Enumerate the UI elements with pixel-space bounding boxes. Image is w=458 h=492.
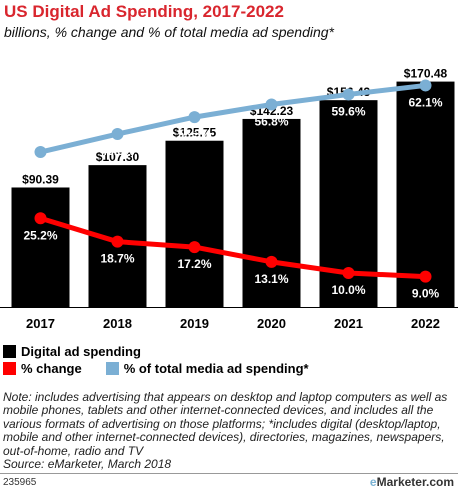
legend-row-2: % change % of total media ad spending* [3, 361, 309, 376]
legend-swatch-spending [3, 345, 16, 358]
share-label-2017: 43.6% [23, 162, 57, 176]
change-point-2019 [188, 241, 201, 254]
bar-2019 [165, 140, 224, 307]
bar-2022 [396, 81, 455, 307]
bar-2020 [242, 118, 301, 307]
chart-subtitle: billions, % change and % of total media … [4, 24, 334, 40]
share-label-2022: 62.1% [408, 95, 442, 109]
change-line [38, 215, 428, 280]
x-tick-2021: 2021 [334, 316, 363, 331]
bar-label-2022: $170.48 [404, 67, 448, 81]
change-label-2017: 25.2% [23, 228, 57, 242]
share-point-2022 [419, 79, 432, 92]
change-point-2018 [111, 235, 124, 248]
x-tick-2022: 2022 [411, 316, 440, 331]
change-point-2020 [265, 255, 278, 268]
change-point-2022 [419, 270, 432, 283]
legend-label-change: % change [21, 361, 82, 376]
brand-logo[interactable]: eMarketer.com [369, 475, 454, 489]
bar-label-2019: $125.75 [173, 126, 217, 140]
bar-2017 [11, 187, 70, 307]
share-point-2019 [188, 111, 201, 124]
share-point-2017 [34, 146, 47, 159]
x-tick-2018: 2018 [103, 316, 132, 331]
bar-label-2018: $107.30 [96, 150, 140, 164]
bar-label-2017: $90.39 [22, 172, 59, 186]
share-label-2018: 48.6% [100, 144, 134, 158]
change-label-2019: 17.2% [177, 257, 211, 271]
note-text: Note: includes advertising that appears … [3, 390, 448, 458]
footer: 235965 eMarketer.com [0, 473, 458, 492]
share-point-2020 [265, 98, 278, 111]
change-label-2021: 10.0% [331, 283, 365, 297]
x-tick-2017: 2017 [26, 316, 55, 331]
legend-label-share: % of total media ad spending* [123, 361, 309, 376]
change-label-2018: 18.7% [100, 252, 134, 266]
chart-note: Note: includes advertising that appears … [3, 390, 455, 472]
chart-area: $90.39$107.30$125.75$142.23$156.43$170.4… [0, 67, 458, 331]
legend-row-1: Digital ad spending [3, 344, 141, 359]
share-label-2021: 59.6% [331, 104, 365, 118]
x-tick-2020: 2020 [257, 316, 286, 331]
share-point-2021 [342, 88, 355, 101]
share-point-2018 [111, 128, 124, 141]
source-text: Source: eMarketer, March 2018 [3, 457, 172, 472]
chart-id: 235965 [3, 477, 37, 488]
share-line [38, 82, 428, 155]
legend-swatch-change [3, 362, 16, 375]
share-label-2019: 53.3% [177, 127, 211, 141]
change-label-2020: 13.1% [254, 272, 288, 286]
share-label-2020: 56.8% [254, 115, 288, 129]
legend-swatch-share [105, 362, 119, 375]
change-label-2022: 9.0% [412, 287, 440, 301]
legend-label-spending: Digital ad spending [21, 344, 141, 359]
change-point-2017 [34, 212, 47, 225]
change-point-2021 [342, 267, 355, 279]
x-tick-2019: 2019 [180, 316, 209, 331]
chart-title: US Digital Ad Spending, 2017-2022 [4, 2, 284, 21]
